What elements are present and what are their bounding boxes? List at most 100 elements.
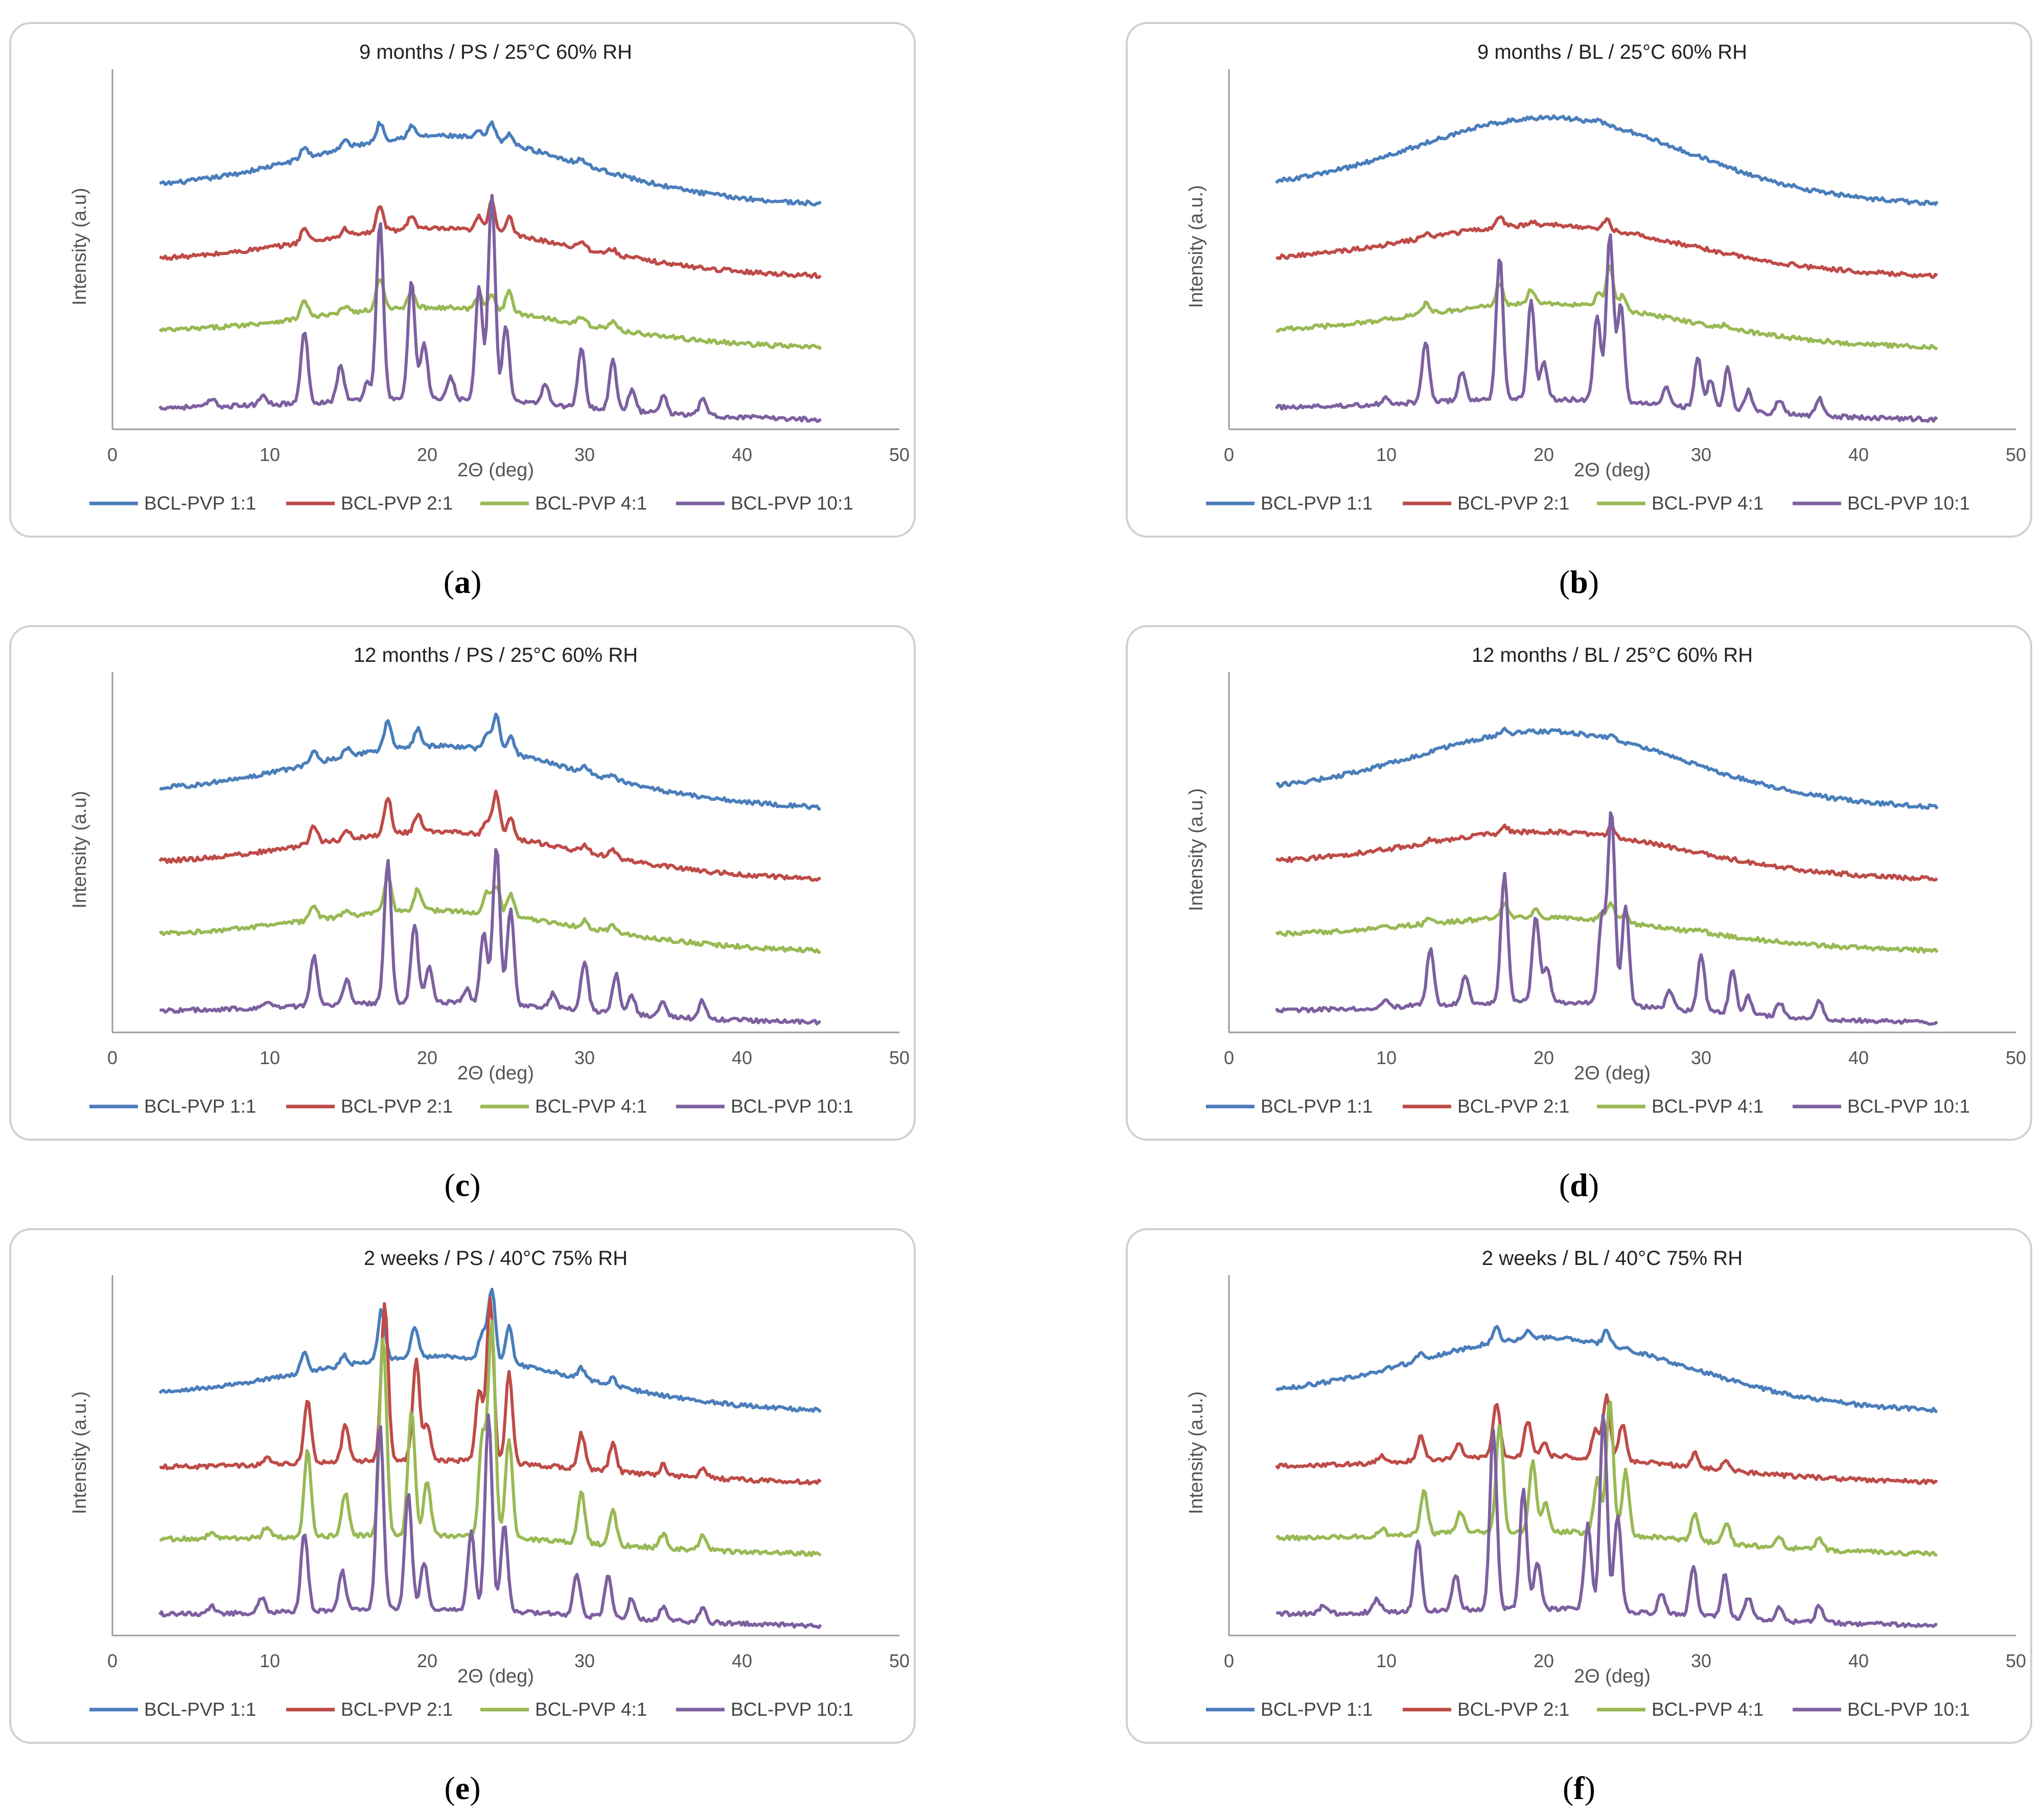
legend-label: BCL-PVP 4:1 [535, 1096, 647, 1117]
legend-label: BCL-PVP 4:1 [535, 493, 647, 514]
caption-close-paren: ) [1588, 564, 1599, 600]
x-tick-label-10: 10 [1376, 444, 1397, 465]
legend-label: BCL-PVP 1:1 [1261, 1699, 1373, 1720]
x-tick-label-10: 10 [1376, 1650, 1397, 1671]
series-line-bcl-pvp-10-1 [158, 194, 822, 423]
x-tick-label-20: 20 [417, 1650, 437, 1671]
legend-label: BCL-PVP 2:1 [341, 493, 453, 514]
caption-close-paren: ) [470, 1167, 480, 1203]
panel-caption-a: (a) [444, 564, 482, 600]
x-tick-label-40: 40 [732, 444, 752, 465]
series-line-bcl-pvp-1-1 [1275, 1325, 1938, 1414]
x-tick-label-10: 10 [260, 1047, 280, 1068]
series-line-bcl-pvp-2-1 [159, 1296, 822, 1486]
chart-panel-a: 9 months / PS / 25°C 60% RH 0 10 20 30 40 50 2Θ… [9, 22, 916, 600]
series-line-bcl-pvp-10-1 [1276, 1413, 1938, 1628]
series-line-bcl-pvp-1-1 [1275, 114, 1939, 206]
chart-panel-f: 2 weeks / BL / 40°C 75% RH 0 10 20 30 40 50 2Θ … [1126, 1228, 2032, 1806]
x-tick-label-50: 50 [889, 444, 910, 465]
series-line-bcl-pvp-4-1 [158, 875, 821, 954]
x-tick-label-10: 10 [260, 1650, 280, 1671]
y-axis-title: Intensity (a.u) [69, 791, 90, 908]
caption-letter: b [1570, 564, 1588, 600]
series-line-bcl-pvp-4-1 [159, 1319, 822, 1557]
x-tick-label-20: 20 [417, 1047, 437, 1068]
x-axis-title: 2Θ (deg) [1574, 459, 1651, 481]
caption-letter: f [1573, 1770, 1585, 1806]
legend-label: BCL-PVP 10:1 [1847, 1096, 1970, 1117]
x-tick-label-30: 30 [1691, 444, 1711, 465]
x-tick-label-0: 0 [1224, 444, 1234, 465]
caption-open-paren: ( [444, 1770, 455, 1806]
series-line-bcl-pvp-1-1 [1275, 726, 1939, 810]
x-tick-label-20: 20 [1534, 1047, 1554, 1068]
x-tick-label-50: 50 [2006, 1047, 2026, 1068]
x-tick-label-0: 0 [107, 1047, 118, 1068]
panel-caption-b: (b) [1559, 564, 1599, 600]
series-line-bcl-pvp-10-1 [1274, 233, 1938, 423]
y-axis-title: Intensity (a.u.) [1186, 185, 1207, 308]
caption-open-paren: ( [1563, 1770, 1573, 1806]
y-axis-title: Intensity (a.u) [69, 188, 90, 305]
series-line-bcl-pvp-2-1 [1275, 1393, 1938, 1485]
caption-letter: e [455, 1770, 470, 1806]
x-tick-label-30: 30 [1691, 1650, 1711, 1671]
series-line-bcl-pvp-2-1 [1275, 823, 1938, 882]
x-tick-label-0: 0 [1224, 1047, 1234, 1068]
series-line-bcl-pvp-10-1 [158, 1413, 822, 1629]
caption-close-paren: ) [1588, 1167, 1599, 1203]
panel-caption-e: (e) [444, 1770, 480, 1806]
y-axis-title: Intensity (a.u.) [1186, 788, 1207, 911]
legend-label: BCL-PVP 2:1 [341, 1096, 453, 1117]
x-tick-label-50: 50 [2006, 444, 2026, 465]
series-line-bcl-pvp-4-1 [1275, 901, 1939, 954]
chart-panel-b: 9 months / BL / 25°C 60% RH 0 10 20 30 40 50 2Θ… [1126, 22, 2032, 600]
y-axis-title: Intensity (a.u.) [1186, 1391, 1207, 1514]
x-axis-title: 2Θ (deg) [457, 1666, 534, 1687]
series-line-bcl-pvp-10-1 [1274, 811, 1938, 1026]
x-tick-label-10: 10 [260, 444, 280, 465]
y-axis-title: Intensity (a.u.) [69, 1391, 90, 1514]
legend-label: BCL-PVP 2:1 [1457, 1699, 1569, 1720]
panel-frame [9, 22, 916, 538]
x-tick-label-0: 0 [1224, 1650, 1234, 1671]
x-tick-label-0: 0 [107, 444, 118, 465]
x-axis-title: 2Θ (deg) [1574, 1063, 1651, 1084]
legend-label: BCL-PVP 2:1 [1457, 1096, 1569, 1117]
x-axis-title: 2Θ (deg) [1574, 1666, 1651, 1687]
x-tick-label-30: 30 [1691, 1047, 1711, 1068]
legend-label: BCL-PVP 10:1 [731, 1699, 853, 1720]
caption-letter: a [454, 564, 471, 600]
x-tick-label-50: 50 [889, 1650, 910, 1671]
x-tick-label-50: 50 [2006, 1650, 2026, 1671]
x-tick-label-40: 40 [1848, 1047, 1869, 1068]
panel-caption-d: (d) [1559, 1167, 1599, 1203]
legend-label: BCL-PVP 10:1 [1847, 493, 1970, 514]
panel-caption-c: (c) [444, 1167, 480, 1203]
x-tick-label-20: 20 [1534, 444, 1554, 465]
legend-label: BCL-PVP 10:1 [731, 1096, 853, 1117]
chart-panel-e: 2 weeks / PS / 40°C 75% RH 0 10 20 30 40 50 2Θ … [9, 1228, 916, 1806]
caption-letter: c [455, 1167, 470, 1203]
caption-open-paren: ( [1559, 1167, 1570, 1203]
caption-open-paren: ( [444, 564, 454, 600]
caption-letter: d [1570, 1167, 1588, 1203]
x-tick-label-20: 20 [1534, 1650, 1554, 1671]
legend-label: BCL-PVP 1:1 [144, 1699, 256, 1720]
chart-title: 2 weeks / BL / 40°C 75% RH [1482, 1247, 1743, 1270]
caption-close-paren: ) [470, 1770, 480, 1806]
panel-frame [1126, 625, 2032, 1141]
legend-label: BCL-PVP 2:1 [341, 1699, 453, 1720]
x-tick-label-10: 10 [1376, 1047, 1397, 1068]
chart-title: 2 weeks / PS / 40°C 75% RH [364, 1247, 628, 1270]
x-tick-label-30: 30 [574, 1650, 595, 1671]
x-tick-label-30: 30 [574, 444, 595, 465]
chart-title: 12 months / BL / 25°C 60% RH [1472, 644, 1753, 666]
series-line-bcl-pvp-2-1 [158, 789, 821, 882]
x-tick-label-40: 40 [1848, 1650, 1869, 1671]
chart-panel-c: 12 months / PS / 25°C 60% RH 0 10 20 30 40 50 2… [9, 625, 916, 1203]
chart-title: 9 months / PS / 25°C 60% RH [359, 41, 632, 63]
x-tick-label-40: 40 [1848, 444, 1869, 465]
x-tick-label-50: 50 [889, 1047, 910, 1068]
legend-label: BCL-PVP 4:1 [1652, 1699, 1763, 1720]
